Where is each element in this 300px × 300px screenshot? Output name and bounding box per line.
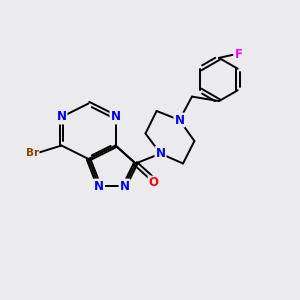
Text: N: N bbox=[110, 110, 121, 124]
Text: N: N bbox=[94, 179, 104, 193]
Text: N: N bbox=[155, 147, 166, 160]
Text: N: N bbox=[56, 110, 67, 124]
Text: F: F bbox=[235, 48, 243, 62]
Text: N: N bbox=[174, 113, 184, 127]
Text: Br: Br bbox=[26, 148, 39, 158]
Text: N: N bbox=[119, 179, 130, 193]
Text: O: O bbox=[148, 176, 159, 190]
